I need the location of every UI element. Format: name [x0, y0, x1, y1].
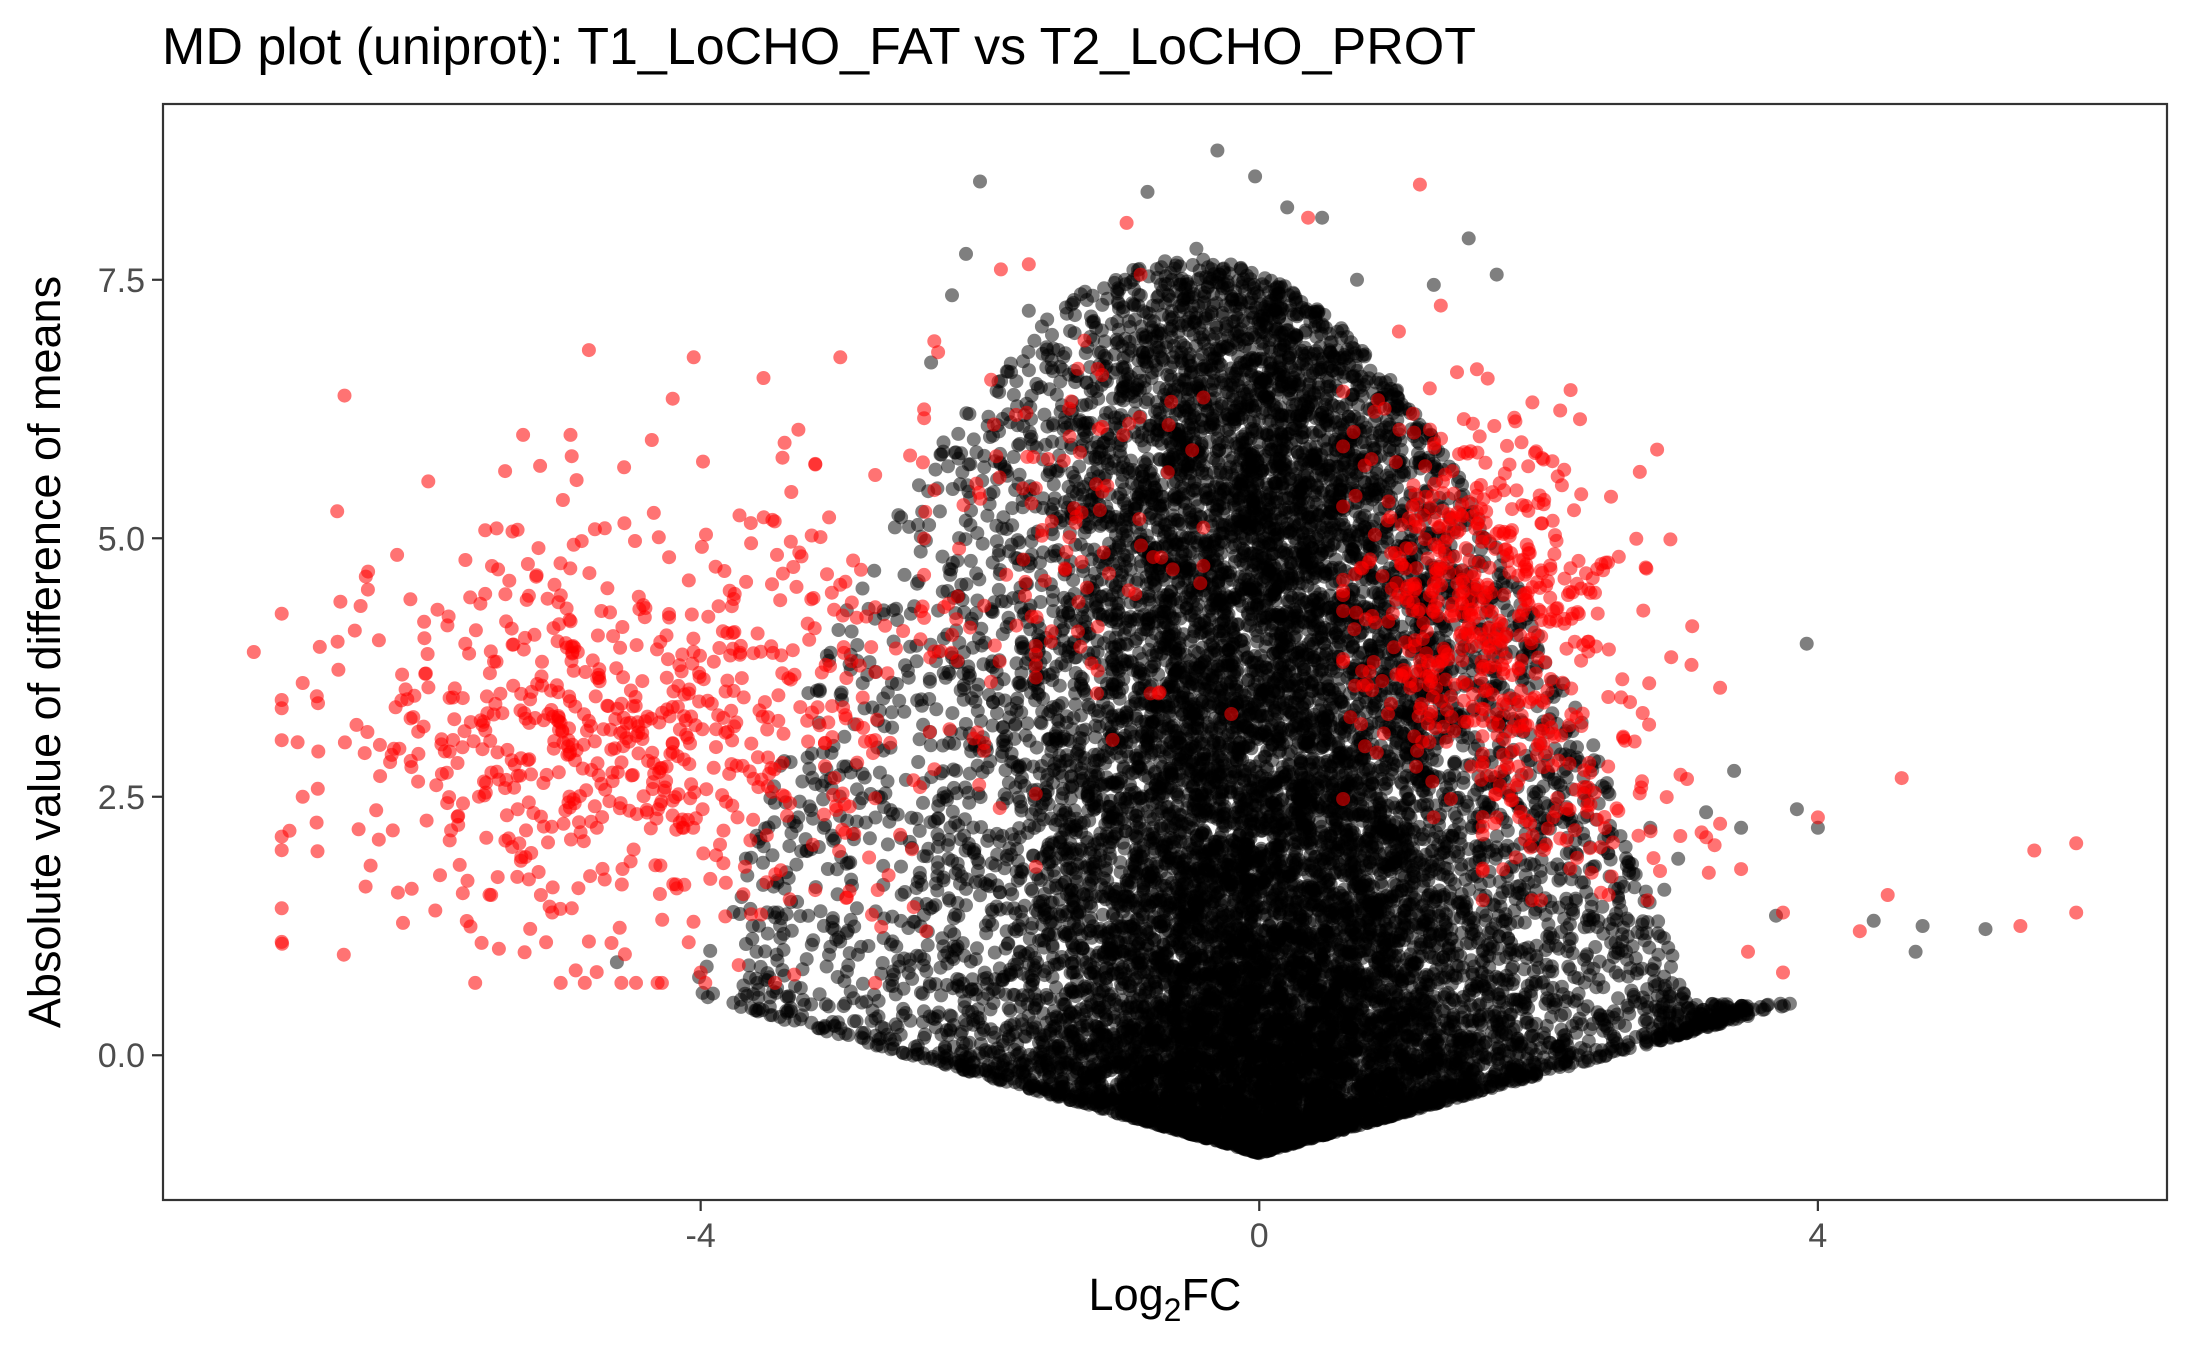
- data-point: [941, 459, 955, 474]
- data-point: [923, 738, 938, 753]
- data-point: [884, 705, 899, 720]
- data-point: [844, 624, 859, 639]
- data-point: [966, 432, 981, 447]
- data-point: [857, 770, 872, 785]
- data-point: [831, 623, 846, 637]
- data-point: [855, 976, 870, 991]
- chart-title: MD plot (uniprot): T1_LoCHO_FAT vs T2_Lo…: [162, 18, 1476, 76]
- data-point: [875, 956, 890, 970]
- data-point: [912, 478, 926, 493]
- data-point: [912, 732, 927, 747]
- data-point: [897, 567, 912, 582]
- scatter-points: [246, 143, 2084, 1161]
- data-point: [793, 981, 808, 996]
- data-point: [946, 762, 961, 777]
- data-point: [880, 837, 895, 852]
- data-point: [855, 581, 870, 596]
- data-point: [703, 943, 718, 958]
- data-point: [929, 702, 944, 717]
- data-point: [867, 563, 882, 578]
- data-point: [1046, 477, 1061, 492]
- data-point: [945, 804, 960, 819]
- data-point: [916, 795, 930, 810]
- data-point: [935, 738, 950, 753]
- data-point: [1008, 718, 1023, 733]
- data-point: [911, 755, 926, 769]
- data-point: [760, 926, 775, 941]
